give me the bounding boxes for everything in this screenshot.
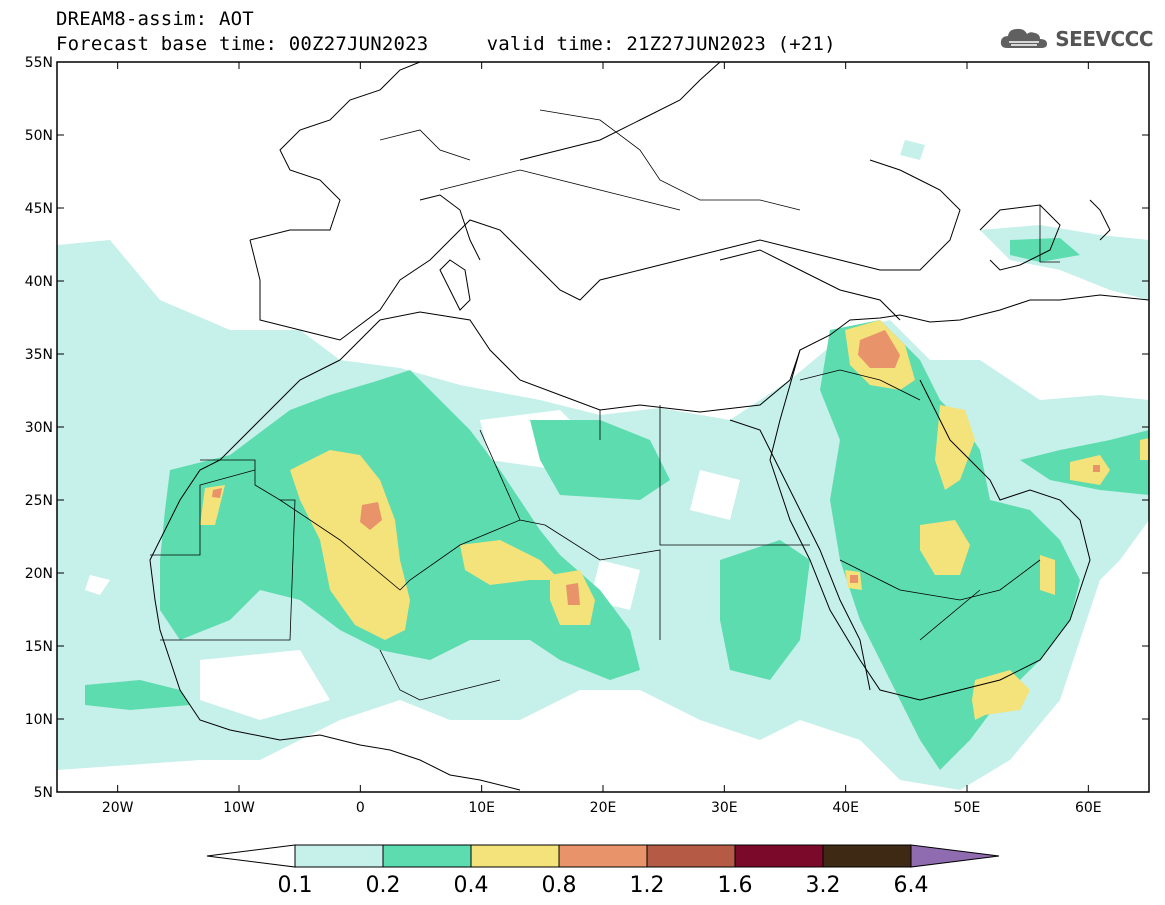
- colorbar-swatch: [294, 844, 384, 868]
- lon-tick-label: 20E: [590, 800, 617, 816]
- lat-tick-label: 50N: [25, 128, 53, 144]
- coastlines: [149, 62, 1149, 791]
- lat-tick-label: 55N: [25, 55, 53, 71]
- lat-tick-label: 20N: [25, 566, 53, 582]
- lon-tick-label: 50E: [954, 800, 981, 816]
- country-borders: [150, 109, 1060, 701]
- colorbar-level-label: 6.4: [894, 873, 929, 898]
- colorbar: 0.1 0.2 0.4 0.8 1.2 1.6 3.2 6.4: [206, 844, 1000, 898]
- lon-tick-label: 0: [356, 800, 365, 816]
- lon-tick-label: 10W: [223, 800, 255, 816]
- colorbar-level-label: 0.2: [366, 873, 401, 898]
- colorbar-swatch: [470, 844, 560, 868]
- lon-tick-label: 20W: [102, 800, 134, 816]
- colorbar-level-label: 1.2: [630, 873, 665, 898]
- aot-field: [57, 140, 1149, 790]
- valid-time: valid time: 21Z27JUN2023 (+21): [486, 33, 836, 55]
- colorbar-swatch: [558, 844, 648, 868]
- colorbar-swatch: [646, 844, 736, 868]
- lat-tick-label: 5N: [34, 785, 53, 801]
- time-info: Forecast base time: 00Z27JUN2023 valid t…: [56, 33, 836, 55]
- cloud-icon: [1001, 28, 1048, 48]
- lat-tick-label: 45N: [25, 201, 53, 217]
- lon-tick-label: 60E: [1075, 800, 1102, 816]
- lon-tick-label: 30E: [711, 800, 738, 816]
- colorbar-level-label: 3.2: [806, 873, 841, 898]
- lat-tick-label: 40N: [25, 274, 53, 290]
- lat-tick-label: 35N: [25, 347, 53, 363]
- colorbar-level-label: 0.8: [542, 873, 577, 898]
- colorbar-swatch: [382, 844, 472, 868]
- longitude-axis: 20W 10W 0 10E 20E 30E 40E 50E 60E: [102, 62, 1102, 816]
- aot-contour-orange: [212, 330, 1100, 605]
- colorbar-level-label: 0.4: [454, 873, 489, 898]
- seevccc-logo: SEEVCCC: [999, 26, 1153, 52]
- lat-tick-label: 30N: [25, 420, 53, 436]
- lat-tick-label: 10N: [25, 712, 53, 728]
- colorbar-over-triangle: [910, 844, 1000, 868]
- base-time: Forecast base time: 00Z27JUN2023: [56, 33, 429, 55]
- colorbar-swatch: [734, 844, 824, 868]
- colorbar-under-triangle: [206, 844, 296, 868]
- brand-name: SEEVCCC: [1055, 27, 1153, 51]
- colorbar-level-label: 1.6: [718, 873, 753, 898]
- colorbar-swatch: [822, 844, 912, 868]
- colorbar-level-label: 0.1: [278, 873, 313, 898]
- lon-tick-label: 10E: [468, 800, 495, 816]
- lon-tick-label: 40E: [832, 800, 859, 816]
- lat-tick-label: 15N: [25, 639, 53, 655]
- latitude-axis: 5N 10N 15N 20N 25N 30N 35N 40N 45N 50N 55N: [25, 55, 1149, 801]
- lat-tick-label: 25N: [25, 493, 53, 509]
- map-title: DREAM8-assim: AOT: [56, 8, 254, 30]
